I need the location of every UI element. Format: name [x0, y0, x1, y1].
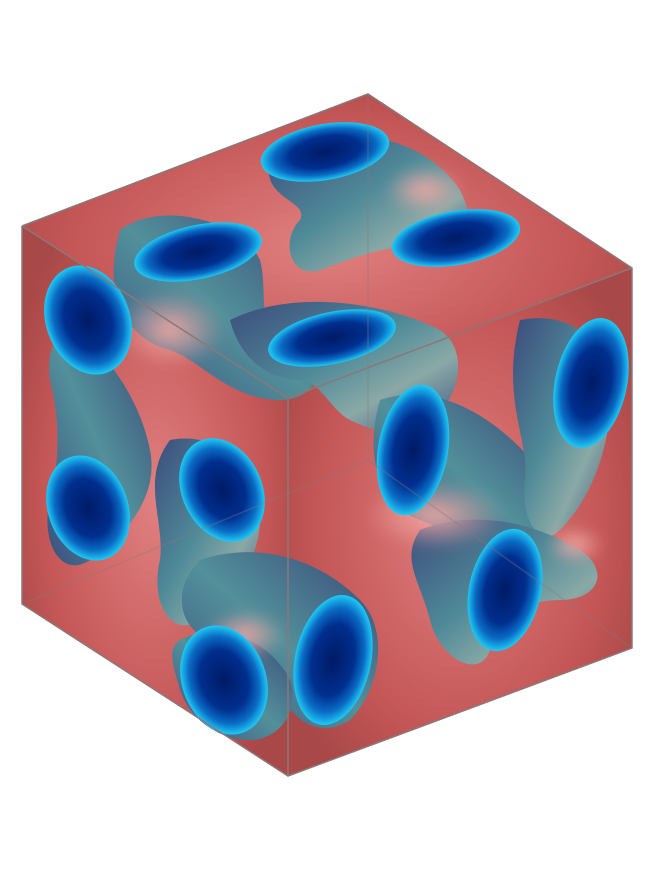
cap-top-3 [134, 222, 262, 282]
cap-right-2 [553, 318, 629, 448]
cube-edge-hidden-2 [21, 459, 369, 605]
cap-right-4 [467, 528, 543, 652]
cap-left-3 [179, 438, 265, 542]
cap-right-3 [293, 594, 373, 726]
cap-top-2 [391, 209, 521, 267]
cube-edge-front-top-left [21, 225, 289, 399]
cap-top-1 [260, 122, 390, 182]
cube-outline [21, 93, 633, 777]
cube-edge-hidden-3 [367, 459, 633, 649]
cap-left-2 [46, 455, 130, 561]
cap-right-1 [376, 384, 450, 516]
cap-top-4 [268, 309, 396, 367]
cap-left-1 [44, 265, 132, 375]
cube-edge-front-top-right [287, 267, 633, 399]
cube-edges [21, 93, 633, 777]
cap-left-4 [180, 625, 268, 735]
tube-caps [44, 122, 629, 735]
